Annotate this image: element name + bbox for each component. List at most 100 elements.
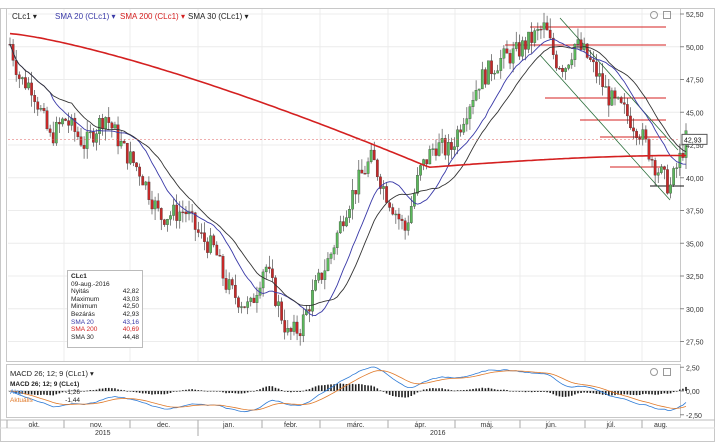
chevron-down-icon[interactable]: ▾ bbox=[180, 12, 185, 21]
macd-histogram-bar bbox=[490, 388, 493, 391]
chevron-down-icon[interactable]: ▾ bbox=[90, 369, 94, 378]
x-tick-label: márc. bbox=[347, 422, 365, 429]
macd-histogram-bar bbox=[296, 391, 298, 392]
candle-body bbox=[255, 295, 259, 303]
macd-histogram-bar bbox=[617, 391, 619, 395]
macd-histogram-bar bbox=[472, 388, 474, 391]
macd-line bbox=[9, 366, 687, 413]
chevron-down-icon[interactable]: ▾ bbox=[111, 12, 116, 21]
candle-body bbox=[379, 176, 382, 189]
candle-body bbox=[354, 190, 358, 195]
candle-body bbox=[514, 42, 518, 49]
macd-histogram-bar bbox=[530, 391, 533, 393]
macd-histogram-bar bbox=[49, 391, 51, 396]
macd-histogram-bar bbox=[222, 391, 224, 393]
candlestick-series bbox=[8, 12, 688, 346]
candle-body bbox=[622, 102, 626, 105]
info-box-row: Bezárás 42,93 bbox=[71, 310, 139, 318]
macd-histogram-bar bbox=[132, 391, 135, 392]
candle-body bbox=[372, 149, 376, 161]
candle-body bbox=[308, 309, 311, 312]
candle-body bbox=[573, 44, 577, 60]
candle-body bbox=[249, 297, 253, 302]
candle-body bbox=[200, 232, 203, 234]
macd-histogram-bar bbox=[512, 390, 514, 392]
candle-body bbox=[311, 290, 314, 312]
macd-histogram-bar bbox=[154, 391, 156, 395]
macd-histogram-bar bbox=[537, 391, 539, 392]
candle-body bbox=[653, 160, 657, 176]
candle-body bbox=[539, 28, 543, 31]
macd-histogram-bar bbox=[611, 391, 613, 396]
macd-histogram-bar bbox=[503, 389, 505, 391]
candle-body bbox=[271, 268, 274, 278]
macd-settings-icon[interactable] bbox=[650, 368, 658, 376]
macd-histogram-bar bbox=[675, 391, 678, 392]
candle-body bbox=[206, 241, 209, 253]
candle-body bbox=[141, 176, 145, 186]
macd-header[interactable]: MACD 26; 12; 9 (CLc1) ▾ bbox=[10, 369, 94, 378]
macd-histogram-bar bbox=[407, 391, 409, 398]
macd-histogram-bar bbox=[428, 388, 431, 391]
macd-histogram-bar bbox=[271, 386, 274, 391]
candle-body bbox=[527, 31, 530, 50]
x-tick-label: nov. bbox=[90, 422, 103, 429]
candle-body bbox=[524, 40, 527, 50]
macd-histogram-bar bbox=[376, 388, 379, 391]
toolbar-item-sma30[interactable]: SMA 30 (CLc1) ▾ bbox=[188, 12, 249, 21]
macd-histogram-bar bbox=[509, 390, 511, 392]
macd-histogram-bar bbox=[293, 391, 295, 392]
macd-histogram-bar bbox=[438, 388, 440, 391]
macd-histogram-bar bbox=[385, 391, 388, 394]
candle-body bbox=[150, 199, 154, 210]
candle-body bbox=[675, 167, 679, 169]
macd-legend-title: MACD 26; 12; 9 (CLc1) bbox=[10, 381, 80, 388]
macd-close-icon[interactable] bbox=[663, 368, 671, 376]
macd-histogram-bar bbox=[444, 389, 447, 391]
zoom-icon[interactable] bbox=[663, 11, 671, 19]
macd-histogram-bar bbox=[80, 391, 82, 392]
macd-histogram-bar bbox=[540, 391, 542, 392]
candle-body bbox=[240, 306, 243, 308]
candle-body bbox=[33, 95, 37, 102]
chevron-down-icon[interactable]: ▾ bbox=[32, 12, 37, 21]
macd-histogram-bar bbox=[197, 390, 200, 391]
macd-histogram-bar bbox=[67, 391, 70, 392]
candle-body bbox=[329, 253, 333, 259]
candle-body bbox=[487, 60, 490, 85]
macd-histogram-bar bbox=[43, 391, 45, 395]
candle-body bbox=[397, 213, 401, 220]
candle-body bbox=[363, 173, 367, 175]
chevron-down-icon[interactable]: ▾ bbox=[244, 12, 249, 21]
candle-body bbox=[286, 328, 290, 333]
toolbar-item-sma20[interactable]: SMA 20 (CLc1) ▾ bbox=[55, 12, 116, 21]
macd-legend-row: Alap -1,26 bbox=[10, 389, 80, 396]
macd-histogram-bar bbox=[40, 391, 42, 395]
info-box-row: SMA 30 44,48 bbox=[71, 333, 139, 341]
x-tick-label: máj. bbox=[481, 422, 494, 429]
macd-histogram-bar bbox=[370, 385, 372, 391]
candle-body bbox=[129, 151, 132, 164]
candle-body bbox=[104, 117, 108, 129]
candle-body bbox=[579, 39, 583, 50]
macd-histogram-bar bbox=[24, 391, 27, 395]
info-box-row: Maximum 43,03 bbox=[71, 295, 139, 303]
candle-body bbox=[178, 211, 182, 221]
candle-body bbox=[656, 172, 660, 176]
macd-histogram-bar bbox=[219, 391, 221, 392]
macd-histogram-bar bbox=[663, 391, 666, 394]
macd-histogram-bar bbox=[206, 391, 209, 392]
candle-body bbox=[666, 169, 669, 194]
macd-histogram-bar bbox=[685, 386, 687, 391]
settings-icon[interactable] bbox=[650, 11, 658, 19]
macd-histogram-bar bbox=[422, 389, 425, 391]
macd-histogram-bar bbox=[308, 389, 311, 391]
candle-body bbox=[616, 97, 620, 99]
macd-histogram-bar bbox=[200, 390, 203, 391]
candle-body bbox=[409, 206, 413, 223]
toolbar-item-sma200[interactable]: SMA 200 (CLc1) ▾ bbox=[120, 12, 185, 21]
macd-histogram-bar bbox=[435, 388, 437, 391]
toolbar-item-clc1[interactable]: CLc1 ▾ bbox=[12, 12, 37, 21]
macd-histogram-bar bbox=[86, 390, 88, 392]
